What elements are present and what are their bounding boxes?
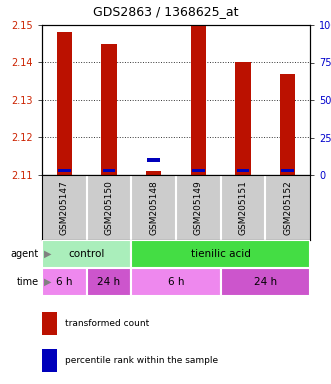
Bar	[146, 171, 162, 175]
Text: transformed count: transformed count	[65, 319, 149, 328]
Text: 6 h: 6 h	[168, 277, 184, 287]
Bar	[58, 169, 71, 172]
Text: time: time	[17, 277, 39, 287]
Bar	[147, 158, 160, 162]
Bar	[237, 169, 249, 172]
Text: 24 h: 24 h	[254, 277, 277, 287]
Bar	[221, 268, 310, 296]
Text: GSM205148: GSM205148	[149, 180, 158, 235]
Bar	[42, 312, 57, 335]
Text: GSM205151: GSM205151	[239, 180, 248, 235]
Bar	[87, 268, 131, 296]
Bar	[280, 74, 296, 175]
Bar	[103, 169, 115, 172]
Bar	[131, 268, 221, 296]
Bar	[42, 268, 87, 296]
Bar	[281, 169, 294, 172]
Text: GSM205150: GSM205150	[105, 180, 114, 235]
Text: percentile rank within the sample: percentile rank within the sample	[65, 356, 218, 365]
Text: tienilic acid: tienilic acid	[191, 249, 251, 259]
Text: GSM205152: GSM205152	[283, 180, 292, 235]
Text: control: control	[69, 249, 105, 259]
Bar	[42, 240, 131, 268]
Bar	[42, 349, 57, 372]
Bar	[191, 25, 206, 175]
Text: GSM205147: GSM205147	[60, 180, 69, 235]
Text: GDS2863 / 1368625_at: GDS2863 / 1368625_at	[93, 5, 238, 18]
Bar	[131, 240, 310, 268]
Text: 6 h: 6 h	[56, 277, 72, 287]
Text: 24 h: 24 h	[97, 277, 120, 287]
Bar	[192, 169, 205, 172]
Text: GSM205149: GSM205149	[194, 180, 203, 235]
Bar	[101, 44, 117, 175]
Bar	[235, 63, 251, 175]
Text: agent: agent	[11, 249, 39, 259]
Bar	[57, 33, 72, 175]
Text: ▶: ▶	[44, 277, 51, 287]
Text: ▶: ▶	[44, 249, 51, 259]
